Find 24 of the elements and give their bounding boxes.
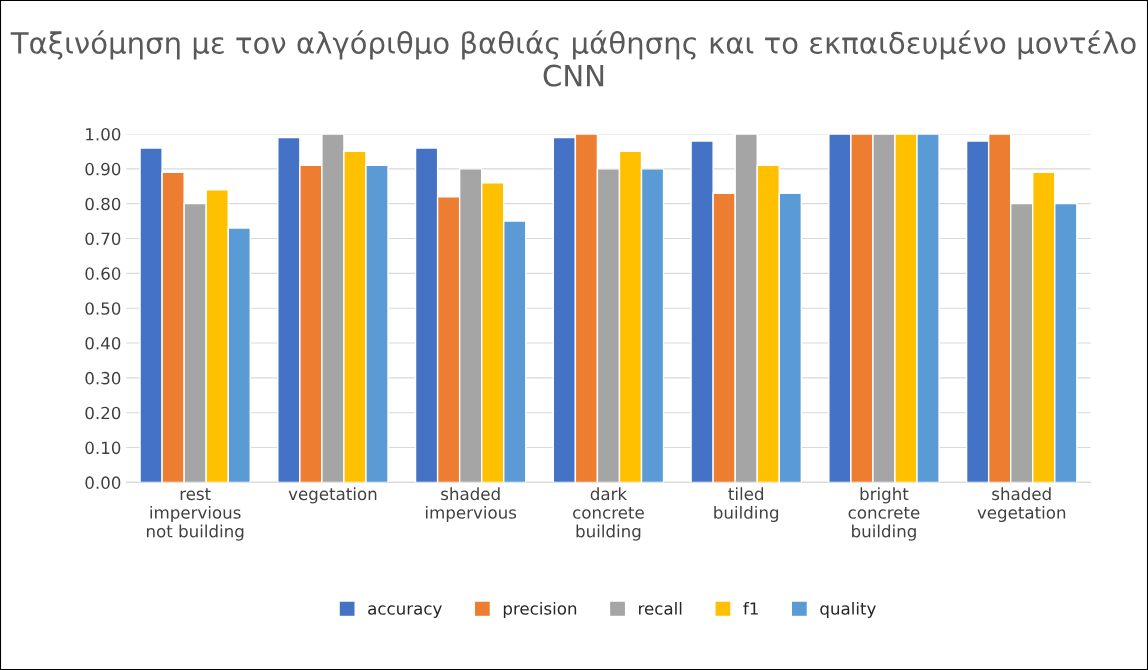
y-tick-label: 0.40 bbox=[85, 337, 121, 350]
legend-label: accuracy bbox=[368, 605, 442, 619]
y-tick-label: 0.70 bbox=[85, 232, 121, 246]
x-tick-label: shaded impervious bbox=[426, 487, 517, 523]
y-tick-label: 0.80 bbox=[85, 197, 121, 211]
x-tick-label: bright concrete building bbox=[848, 487, 920, 541]
x-tick-label: shaded vegetation bbox=[977, 487, 1066, 523]
x-tick-label: vegetation bbox=[288, 487, 377, 504]
y-tick-label: 0.60 bbox=[85, 267, 121, 280]
y-tick-label: 0.10 bbox=[85, 441, 121, 455]
y-tick-label: 1.00 bbox=[86, 127, 121, 141]
y-tick-label: 0.90 bbox=[85, 162, 121, 176]
x-tick-label: tiled building bbox=[714, 487, 779, 523]
x-tick-label: rest impervious not building bbox=[147, 488, 244, 541]
legend-label: precision bbox=[503, 601, 577, 619]
legend-label: f1 bbox=[743, 601, 758, 615]
y-tick-label: 0.00 bbox=[85, 476, 121, 489]
x-tick-label: dark concrete building bbox=[573, 487, 644, 541]
y-tick-label: 0.50 bbox=[85, 302, 121, 315]
legend-label: quality bbox=[820, 601, 876, 619]
y-tick-label: 0.30 bbox=[85, 371, 121, 385]
chart-title: Ταξινόμηση με τον αλγόριθμο βαθιάς μάθησης και το εκπαιδευμένο μοντέλο CNN bbox=[10, 30, 1136, 87]
y-tick-label: 0.20 bbox=[85, 406, 121, 420]
legend-label: recall bbox=[639, 601, 682, 615]
